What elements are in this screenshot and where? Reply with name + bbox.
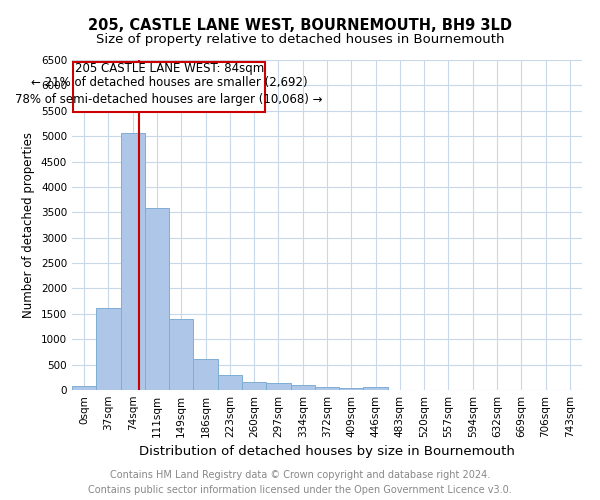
Bar (145, 208, 169, 390)
X-axis label: Distribution of detached houses by size in Bournemouth: Distribution of detached houses by size … (139, 446, 515, 458)
Bar (193, 359, 218, 390)
Text: 78% of semi-detached houses are larger (10,068) →: 78% of semi-detached houses are larger (… (16, 92, 323, 106)
Text: 205, CASTLE LANE WEST, BOURNEMOUTH, BH9 3LD: 205, CASTLE LANE WEST, BOURNEMOUTH, BH9 … (88, 18, 512, 32)
Bar (242, 382, 266, 390)
Text: Contains HM Land Registry data © Crown copyright and database right 2024.
Contai: Contains HM Land Registry data © Crown c… (88, 470, 512, 495)
Text: Size of property relative to detached houses in Bournemouth: Size of property relative to detached ho… (96, 32, 504, 46)
Text: ← 21% of detached houses are smaller (2,692): ← 21% of detached houses are smaller (2,… (31, 76, 307, 89)
Bar (218, 375, 242, 390)
Bar (121, 133, 145, 390)
Bar (96, 308, 121, 390)
Bar (339, 388, 364, 390)
Y-axis label: Number of detached properties: Number of detached properties (22, 132, 35, 318)
Bar (73, 62, 265, 112)
Bar (364, 387, 388, 390)
Bar (315, 388, 339, 390)
Bar (169, 319, 193, 390)
Text: 205 CASTLE LANE WEST: 84sqm: 205 CASTLE LANE WEST: 84sqm (74, 62, 264, 75)
Bar (290, 385, 315, 390)
Bar (72, 386, 96, 390)
Bar (266, 382, 290, 390)
